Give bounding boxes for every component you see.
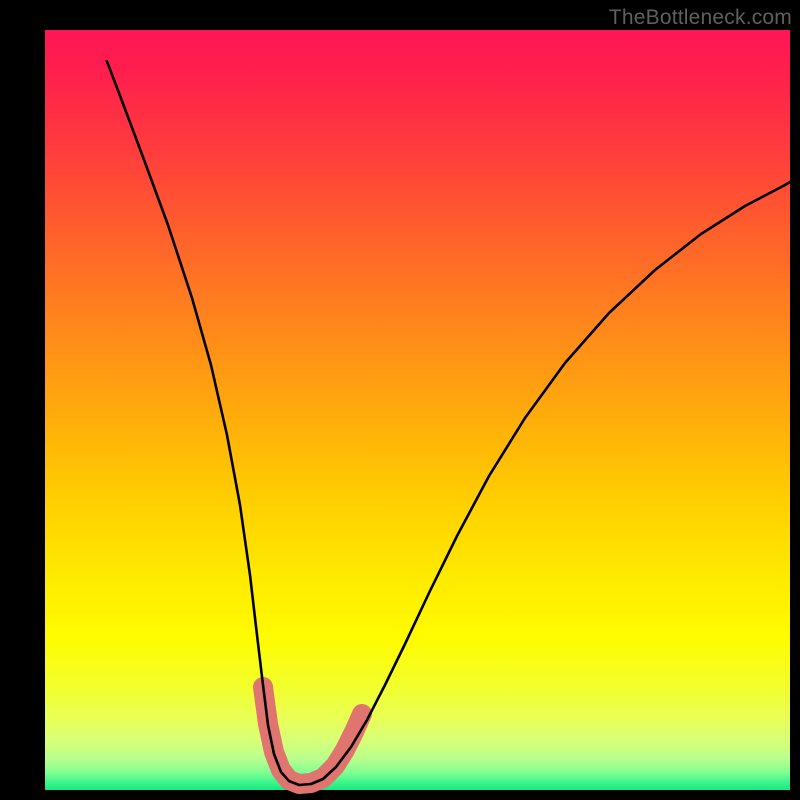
- bottleneck-chart-svg: [0, 0, 800, 800]
- chart-stage: TheBottleneck.com: [0, 0, 800, 800]
- plot-gradient-background: [45, 30, 790, 790]
- watermark-text: TheBottleneck.com: [609, 6, 792, 30]
